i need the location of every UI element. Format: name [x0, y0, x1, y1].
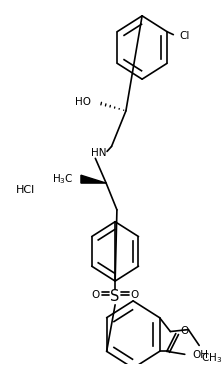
- Text: HN: HN: [91, 148, 107, 158]
- Text: O: O: [131, 290, 139, 300]
- Text: HCl: HCl: [16, 185, 36, 195]
- Text: O: O: [180, 326, 188, 336]
- Text: S: S: [110, 289, 120, 304]
- Text: CH$_3$: CH$_3$: [201, 351, 222, 365]
- Polygon shape: [81, 175, 106, 183]
- Text: Cl: Cl: [180, 31, 190, 40]
- Text: O: O: [91, 290, 99, 300]
- Text: OH: OH: [192, 350, 208, 360]
- Text: HO: HO: [75, 97, 91, 107]
- Text: H$_3$C: H$_3$C: [52, 172, 74, 186]
